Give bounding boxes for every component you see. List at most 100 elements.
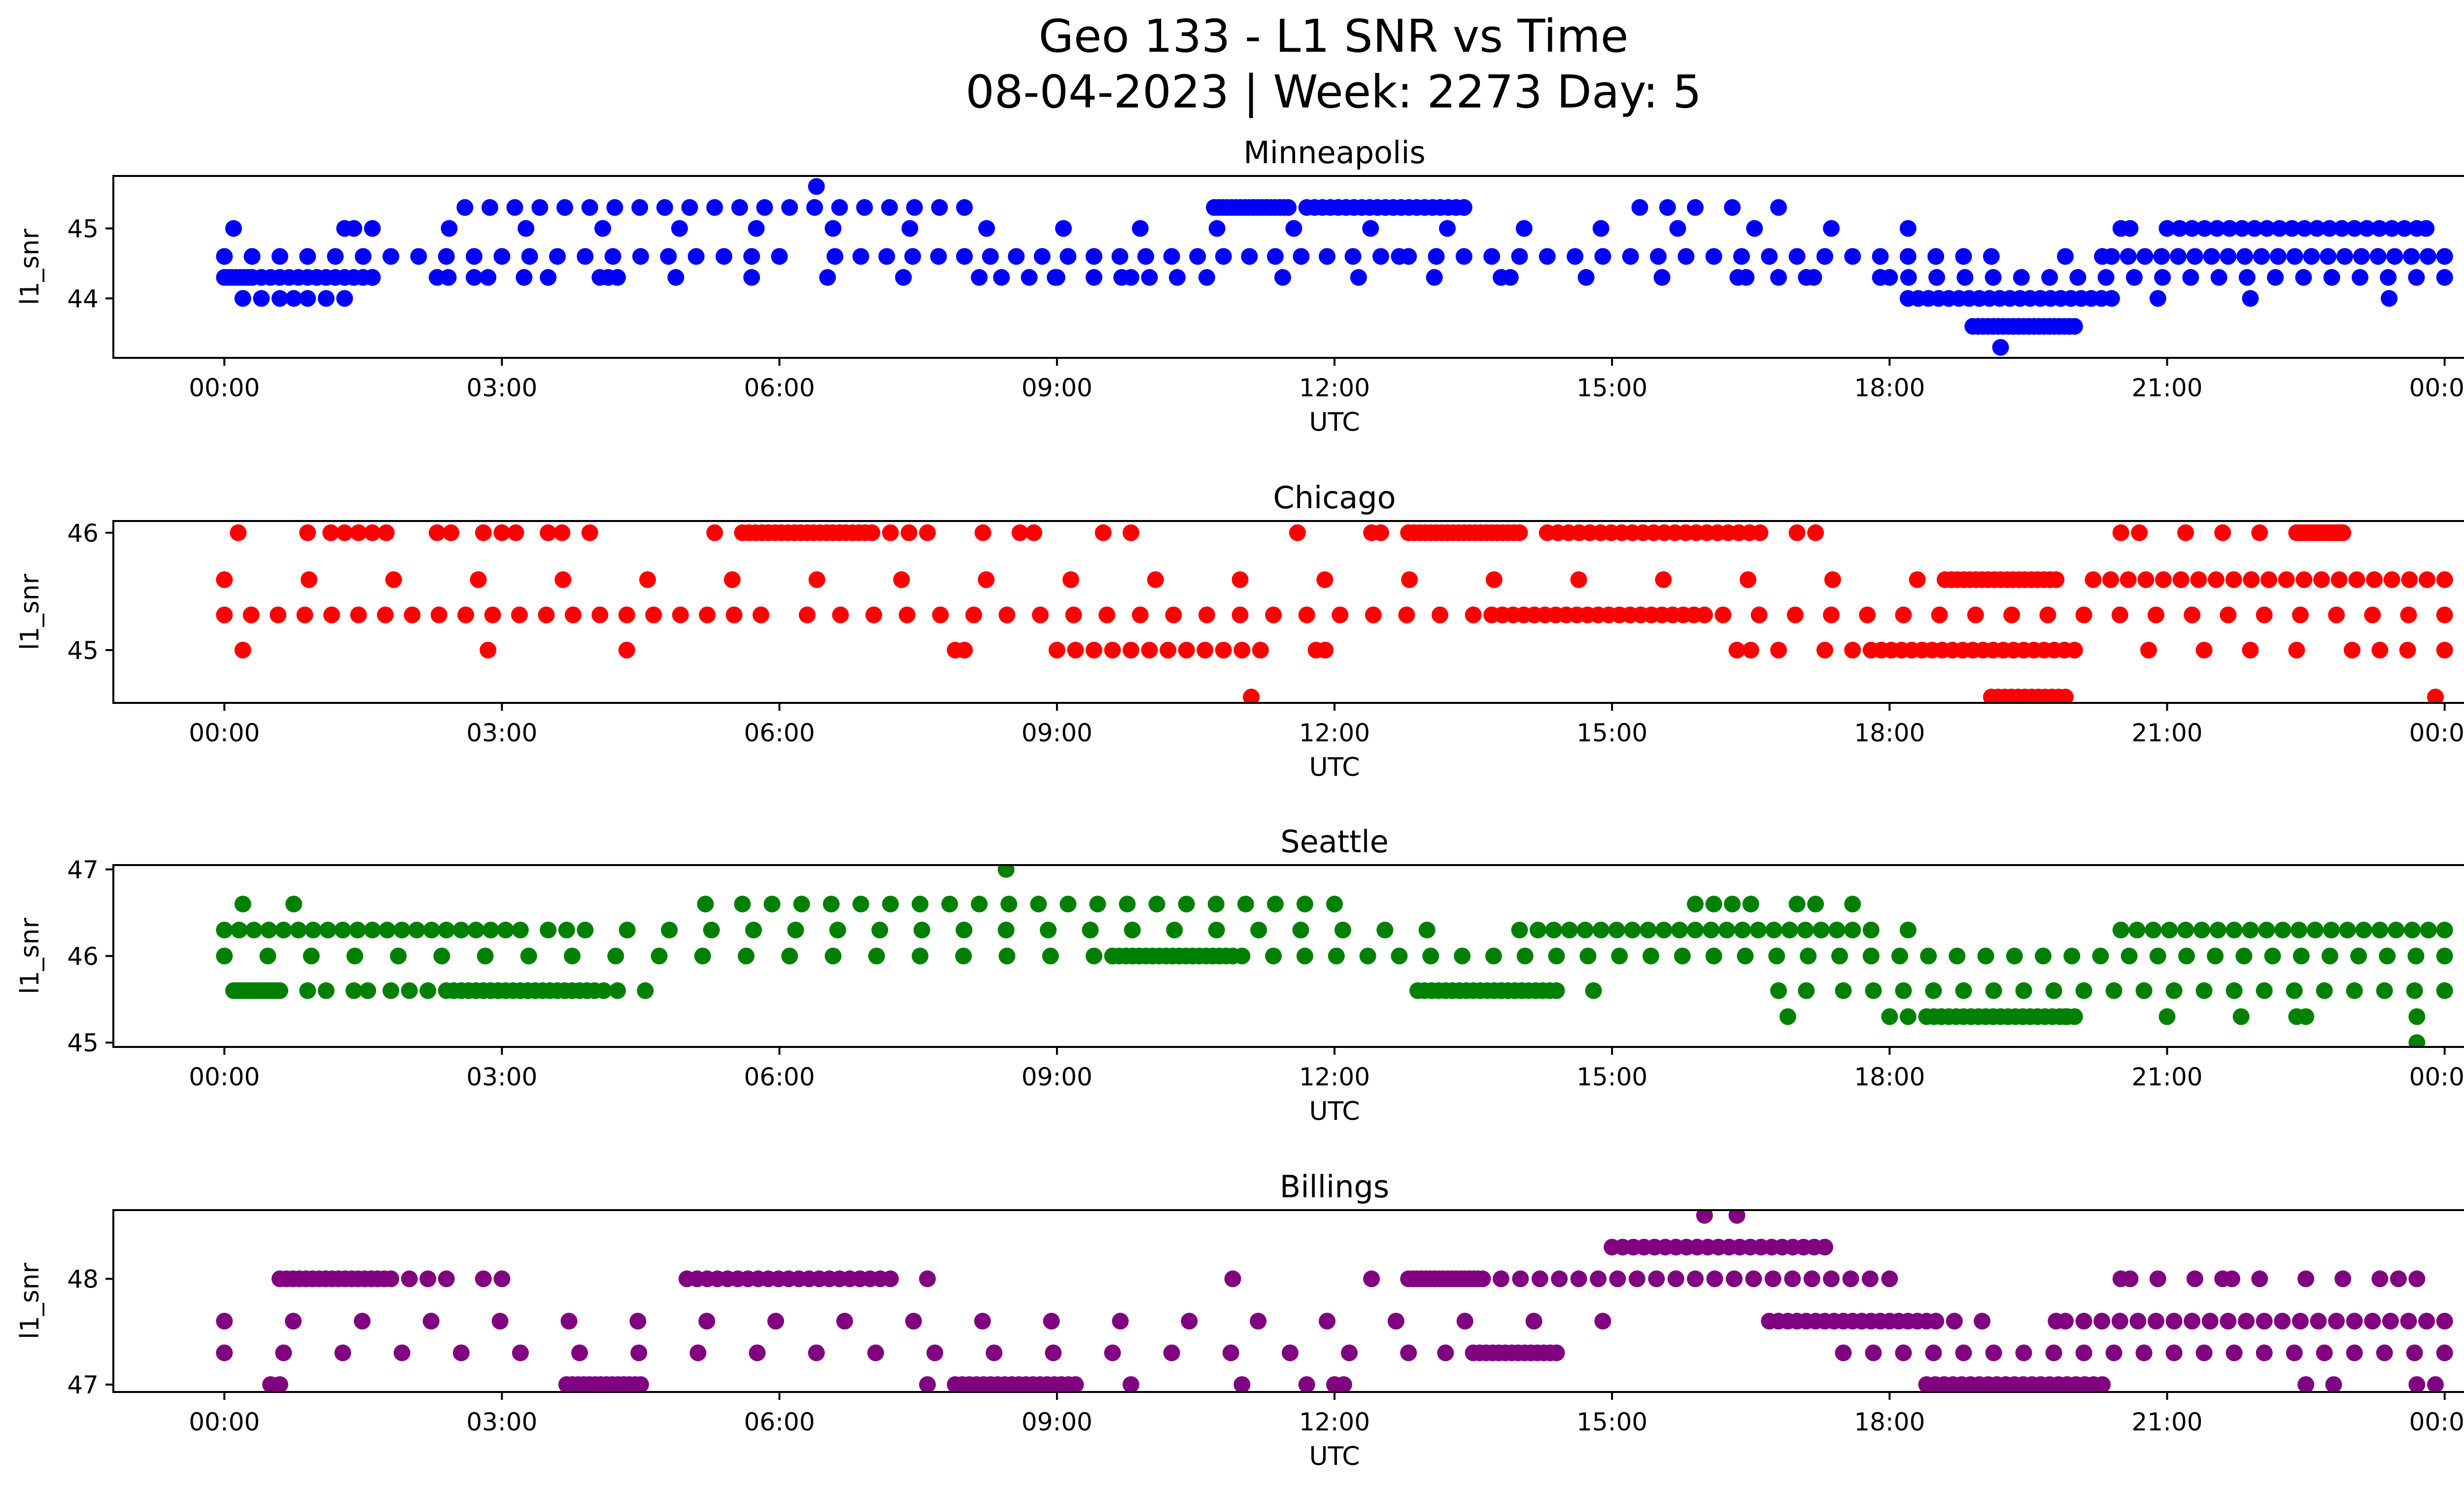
data-point <box>216 571 233 588</box>
data-point <box>2039 606 2056 624</box>
data-point <box>2401 571 2418 588</box>
data-point <box>301 571 317 588</box>
data-point <box>1215 248 1232 265</box>
data-point <box>1265 947 1282 965</box>
data-point <box>2352 269 2368 286</box>
data-point <box>2236 248 2254 265</box>
data-point <box>731 199 748 216</box>
data-point <box>1197 641 1214 659</box>
data-point <box>1401 571 1418 588</box>
data-point <box>2306 921 2324 939</box>
data-point <box>1085 947 1102 965</box>
data-point <box>393 1344 411 1361</box>
data-point <box>2407 947 2425 965</box>
data-point <box>521 248 538 265</box>
data-point <box>2408 269 2425 286</box>
data-point <box>1316 571 1334 588</box>
data-point <box>270 606 287 624</box>
data-point <box>1669 220 1686 237</box>
data-point <box>477 947 494 965</box>
data-point <box>2383 220 2400 237</box>
data-point <box>1737 947 1754 965</box>
data-point <box>852 896 869 913</box>
data-point <box>2291 921 2308 939</box>
x-tick-label: 15:00 <box>1576 1063 1647 1091</box>
data-point <box>1740 571 1757 588</box>
data-point <box>1631 199 1648 216</box>
data-point <box>2366 571 2383 588</box>
data-point <box>725 606 743 624</box>
data-point <box>2137 571 2155 588</box>
data-point <box>2399 641 2416 659</box>
data-point <box>1085 641 1102 659</box>
data-point <box>1609 1270 1626 1287</box>
data-point <box>2165 982 2183 999</box>
data-point <box>912 947 928 965</box>
data-point <box>971 269 988 286</box>
data-point <box>2436 1344 2453 1361</box>
data-point <box>955 947 972 965</box>
data-point <box>1667 1270 1684 1287</box>
data-point <box>2258 921 2275 939</box>
subplot-chicago: Chicago 00:00 03:00 06:00 09:00 12:00 15:00 18:… <box>15 480 2464 782</box>
data-point <box>997 865 1015 878</box>
data-point <box>1816 248 1833 265</box>
data-point <box>1455 199 1472 216</box>
data-point <box>1844 641 1861 659</box>
data-point <box>1098 606 1116 624</box>
data-point <box>285 290 303 307</box>
data-point <box>723 571 741 588</box>
data-point <box>1511 921 1528 939</box>
data-point <box>2408 1270 2426 1287</box>
data-point <box>706 199 723 216</box>
data-points <box>216 1210 2453 1392</box>
data-point <box>808 1344 825 1361</box>
data-point <box>1243 689 1260 703</box>
data-point <box>2436 982 2453 999</box>
data-point <box>2246 220 2263 237</box>
data-point <box>2295 269 2312 286</box>
data-point <box>390 947 407 965</box>
data-point <box>856 199 873 216</box>
data-point <box>2419 571 2436 588</box>
data-point <box>467 921 484 939</box>
data-point <box>2149 947 2166 965</box>
data-point <box>1928 269 1946 286</box>
data-point <box>1032 606 1049 624</box>
data-point <box>2292 606 2309 624</box>
data-point <box>1770 641 1787 659</box>
data-point <box>1788 524 1806 541</box>
data-point <box>2135 982 2153 999</box>
data-point <box>242 606 260 624</box>
data-point <box>1798 269 1815 286</box>
data-point <box>1835 982 1852 999</box>
data-point <box>1761 248 1778 265</box>
data-point <box>756 199 773 216</box>
data-point <box>2376 1344 2393 1361</box>
y-tick-label: 45 <box>67 1029 99 1057</box>
subplots: Minneapolis 00:00 03:00 06:00 09:00 12:00 15:0… <box>15 135 2464 1471</box>
data-point <box>2178 947 2195 965</box>
data-point <box>2436 269 2453 286</box>
data-point <box>2297 1270 2315 1287</box>
data-point <box>350 606 367 624</box>
data-point <box>364 921 381 939</box>
data-point <box>1881 1270 1898 1287</box>
data-point <box>285 1313 302 1330</box>
data-point <box>2364 606 2381 624</box>
x-tick-label: 12:00 <box>1299 719 1370 747</box>
data-point <box>2371 220 2388 237</box>
data-point <box>2320 248 2337 265</box>
data-point <box>2256 606 2273 624</box>
data-point <box>1909 571 1926 588</box>
data-point <box>507 524 524 541</box>
data-point <box>2371 921 2389 939</box>
data-point <box>549 248 566 265</box>
data-point <box>1095 524 1112 541</box>
data-point <box>2075 1313 2092 1330</box>
data-point <box>1426 269 1443 286</box>
data-point <box>456 199 474 216</box>
y-tick-label: 48 <box>67 1265 99 1293</box>
data-point <box>2066 641 2083 659</box>
